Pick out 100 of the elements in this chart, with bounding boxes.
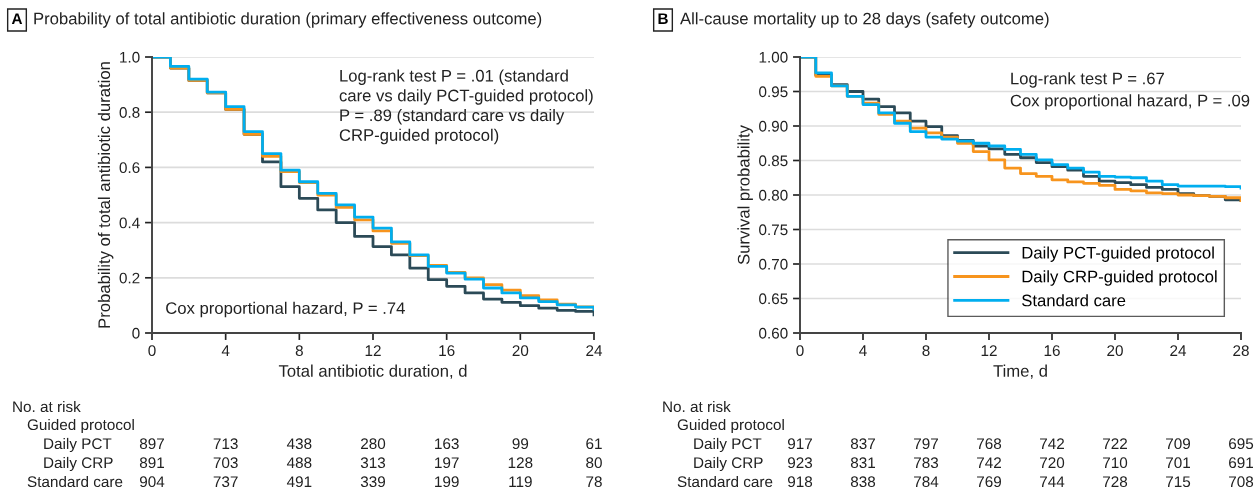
- y-tick-label: 0.70: [759, 258, 788, 270]
- text: 768: [977, 438, 1002, 450]
- y-tick-label: 1.00: [759, 51, 788, 63]
- text: 742: [1040, 438, 1064, 449]
- x-tick-label: 20: [512, 345, 529, 357]
- text: 722: [1103, 438, 1127, 449]
- text: 917: [787, 438, 812, 450]
- y-tick-label: 0.60: [759, 327, 788, 339]
- y-tick-label: 0.95: [759, 86, 788, 98]
- x-tick-label: 20: [1107, 345, 1123, 357]
- text: 720: [1040, 457, 1065, 469]
- text: 715: [1166, 476, 1191, 488]
- text: 339: [360, 476, 386, 488]
- text: 904: [139, 476, 165, 488]
- x-tick-label: 24: [586, 345, 603, 356]
- text: 119: [509, 476, 532, 488]
- y-tick-label: 0: [132, 327, 140, 339]
- text: 923: [787, 457, 813, 469]
- x-tick-label: 12: [365, 345, 381, 356]
- legend-label: Daily CRP-guided protocol: [1022, 270, 1217, 286]
- text: 769: [977, 476, 1002, 488]
- x-axis-title: Total antibiotic duration, d: [278, 364, 467, 379]
- text: 438: [286, 438, 312, 450]
- text: Standard care: [27, 475, 123, 488]
- text: Guided protocol: [677, 418, 784, 434]
- text: Daily PCT: [694, 437, 762, 453]
- legend-label: Standard care: [1022, 294, 1126, 307]
- x-tick-label: 0: [796, 345, 804, 357]
- x-tick-label: 4: [859, 345, 867, 356]
- annotation: Cox proportional hazard, P = .09: [1010, 94, 1250, 110]
- text: Guided protocol: [27, 418, 134, 434]
- text: 897: [139, 438, 164, 450]
- text: 491: [286, 476, 312, 488]
- text: 691: [1229, 457, 1253, 469]
- legend-label: Daily PCT-guided protocol: [1022, 246, 1214, 262]
- x-tick-label: 12: [981, 345, 997, 356]
- text: 737: [213, 476, 238, 488]
- text: B: [658, 13, 668, 24]
- text: A: [11, 13, 23, 24]
- annotation: Log-rank test P = .67: [1011, 72, 1164, 88]
- y-tick-label: 0.85: [759, 155, 788, 167]
- chart-title: Probability of total antibiotic duration (primary effectiveness outcome): [34, 12, 542, 28]
- y-tick-label: 0.2: [119, 272, 140, 284]
- text: 695: [1229, 438, 1254, 450]
- text: 838: [850, 476, 876, 488]
- text: 701: [1166, 457, 1190, 469]
- text: 99: [512, 438, 529, 450]
- text: 280: [361, 438, 386, 450]
- text: 728: [1103, 476, 1128, 488]
- text: 918: [787, 476, 813, 488]
- x-tick-label: 4: [221, 345, 230, 356]
- text: 61: [586, 438, 602, 450]
- text: 784: [914, 476, 939, 488]
- text: 163: [435, 438, 459, 450]
- x-axis-title: Time, d: [993, 364, 1047, 379]
- text: 891: [139, 457, 164, 469]
- text: Standard care: [677, 475, 773, 488]
- x-tick-label: 16: [1044, 345, 1060, 357]
- text: 710: [1103, 457, 1128, 469]
- y-tick-label: 0.6: [119, 162, 140, 174]
- x-tick-label: 8: [295, 345, 303, 357]
- text: 783: [914, 457, 939, 469]
- text: 713: [213, 438, 238, 450]
- x-tick-label: 28: [1233, 345, 1249, 357]
- text: 742: [977, 457, 1001, 468]
- y-axis-title: Survival probability: [737, 125, 753, 265]
- text: 797: [914, 438, 938, 450]
- x-tick-label: 8: [922, 345, 930, 357]
- text: Daily CRP: [44, 456, 113, 472]
- y-axis-title: Probability of total antibiotic duration: [97, 62, 114, 328]
- y-tick-label: 0.75: [759, 224, 788, 236]
- text: 831: [850, 457, 875, 469]
- text: 837: [850, 438, 875, 450]
- text: 78: [586, 476, 602, 488]
- x-tick-label: 16: [439, 345, 455, 357]
- text: 197: [435, 457, 459, 469]
- text: No. at risk: [663, 400, 731, 413]
- annotation: Log-rank test P = .01 (standard care vs daily PCT-guided protocol) P = .89 (standard care vs daily CRP-guided protocol): [339, 69, 593, 145]
- text: 703: [213, 457, 238, 469]
- text: 80: [586, 457, 602, 469]
- text: No. at risk: [13, 400, 81, 413]
- text: Daily CRP: [694, 456, 763, 472]
- y-tick-label: 0.65: [759, 293, 788, 305]
- text: 128: [508, 457, 533, 469]
- text: 744: [1040, 476, 1065, 487]
- text: 709: [1166, 438, 1191, 450]
- text: 708: [1229, 476, 1254, 488]
- text: 199: [435, 476, 459, 488]
- y-tick-label: 0.8: [119, 107, 140, 118]
- y-tick-label: 0.90: [759, 120, 788, 132]
- text: 488: [286, 457, 312, 469]
- chart-title: All-cause mortality up to 28 days (safety outcome): [680, 12, 1049, 28]
- y-tick-label: 1.0: [120, 51, 140, 63]
- text: Daily PCT: [44, 437, 112, 453]
- x-tick-label: 0: [148, 345, 156, 357]
- x-tick-label: 24: [1170, 345, 1187, 356]
- annotation: Cox proportional hazard, P = .74: [166, 301, 405, 318]
- text: 313: [360, 457, 386, 469]
- y-tick-label: 0.80: [759, 189, 788, 201]
- y-tick-label: 0.4: [119, 217, 140, 229]
